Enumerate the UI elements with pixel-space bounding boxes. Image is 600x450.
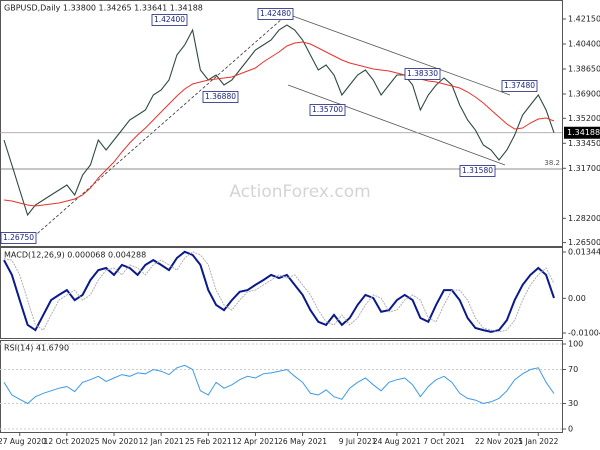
current-price-box (564, 126, 600, 139)
y-tick-label: 1.36900 (568, 90, 600, 99)
y-tick-label: 0 (568, 425, 573, 434)
y-tick-label: 0.00 (568, 294, 586, 303)
annotation-box (0, 232, 37, 244)
annotation-box (309, 104, 346, 116)
x-tick-label: 27 Aug 2020 (0, 437, 46, 446)
x-tick-label: 12 Jan 2021 (139, 437, 184, 446)
y-tick-label: 1.38650 (568, 65, 600, 74)
x-tick-label: 9 Jul 2021 (339, 437, 377, 446)
series-line (3, 251, 555, 333)
y-tick-label: 1.42150 (568, 15, 600, 24)
x-tick-label: 25 Nov 2020 (90, 437, 138, 446)
trend-line (29, 17, 284, 241)
x-tick-label: 25 Feb 2021 (185, 437, 232, 446)
panel-title: MACD(12,26,9) 0.000068 0.004288 (4, 251, 146, 260)
series-line (3, 24, 555, 217)
series-line (3, 41, 555, 207)
x-tick-label: 26 May 2021 (278, 437, 327, 446)
channel-line (287, 84, 506, 166)
panel-title: GBPUSD,Daily 1.33800 1.34265 1.33641 1.3… (4, 4, 203, 13)
annotation-box (202, 91, 239, 103)
fib-label: 38.2 (544, 159, 560, 167)
x-tick-label: 7 Oct 2021 (423, 437, 465, 446)
watermark: ActionForex.com (229, 182, 370, 202)
panel-title: RSI(14) 41.6790 (4, 344, 69, 353)
panel-frame (0, 0, 563, 247)
annotation-label: 1.35700 (312, 105, 343, 114)
panel-frame (0, 247, 563, 339)
annotation-box (257, 8, 294, 20)
annotation-label: 1.42480 (260, 9, 291, 18)
y-tick-label: 30 (568, 399, 578, 408)
y-tick-label: -0.010047 (568, 328, 600, 337)
series-line (3, 364, 555, 405)
annotation-box (151, 14, 188, 26)
y-tick-label: 1.40400 (568, 40, 600, 49)
annotation-label: 1.26750 (3, 233, 34, 242)
y-tick-label: 1.28200 (568, 214, 600, 223)
annotation-label: 1.37480 (504, 81, 535, 90)
y-tick-label: 70 (568, 365, 578, 374)
annotation-label: 1.36880 (205, 92, 236, 101)
panel-frame (0, 340, 563, 433)
annotation-box (459, 165, 496, 177)
channel-line (289, 14, 511, 96)
x-tick-label: 22 Nov 2021 (475, 437, 523, 446)
x-tick-label: 5 Jan 2022 (518, 437, 558, 446)
series-line (3, 250, 555, 333)
y-tick-label: 1.31700 (568, 164, 600, 173)
x-tick-label: 12 Oct 2020 (44, 437, 91, 446)
annotation-label: 1.31580 (462, 166, 493, 175)
y-tick-label: 100 (568, 339, 583, 348)
current-price-label: 1.34188 (567, 128, 600, 137)
x-tick-label: 12 Apr 2021 (232, 437, 279, 446)
x-tick-label: 24 Aug 2021 (373, 437, 421, 446)
annotation-label: 1.38330 (407, 69, 438, 78)
y-tick-label: 0.013448 (568, 248, 600, 257)
annotation-label: 1.42400 (154, 15, 185, 24)
annotation-box (404, 68, 441, 80)
annotation-box (501, 80, 538, 92)
y-tick-label: 1.33450 (568, 139, 600, 148)
y-tick-label: 1.35200 (568, 114, 600, 123)
y-tick-label: 1.26500 (568, 238, 600, 247)
